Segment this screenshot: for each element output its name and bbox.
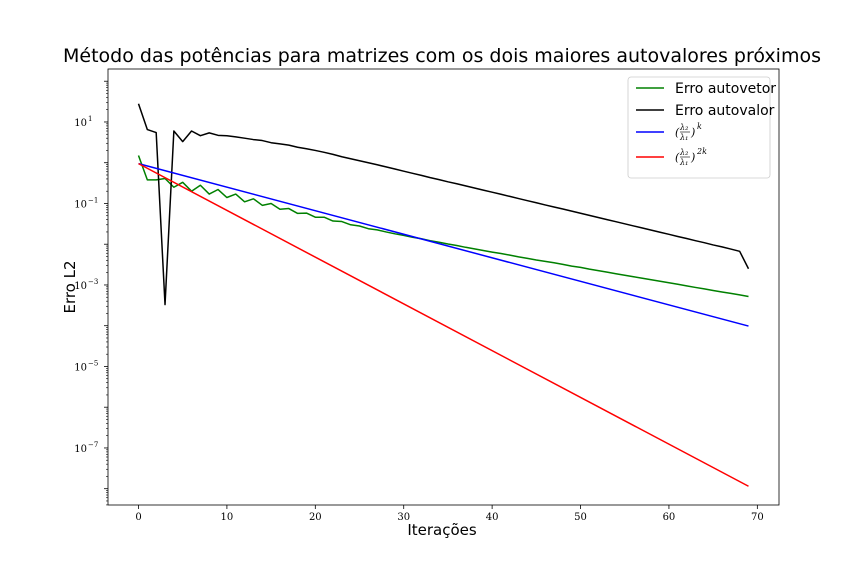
x-tick-label: 40 [486, 512, 499, 523]
y-tick-label: 10 [74, 199, 87, 210]
x-tick-label: 70 [751, 512, 764, 523]
legend-label-2: Erro autovalor [675, 103, 775, 119]
x-tick-label: 20 [309, 512, 322, 523]
legend-box [627, 76, 771, 179]
y-axis-label: Erro L2 [61, 260, 79, 313]
y-tick-exponent: −1 [88, 196, 98, 204]
y-tick-exponent: 1 [88, 115, 92, 123]
series-line-3 [138, 162, 749, 327]
y-tick-label: 10 [74, 362, 87, 373]
y-tick-label: 10 [74, 281, 87, 292]
svg-text:k: k [697, 122, 702, 131]
svg-text:): ) [690, 126, 695, 139]
svg-text:): ) [690, 151, 695, 164]
svg-text:λ₁: λ₁ [679, 133, 688, 142]
x-tick-label: 50 [574, 512, 587, 523]
x-axis-ticks: 0 10 20 30 40 50 60 70 [135, 505, 764, 523]
svg-text:(: ( [675, 151, 680, 164]
series-line-1 [137, 155, 749, 298]
x-tick-label: 30 [397, 512, 410, 523]
x-tick-label: 0 [135, 512, 141, 523]
svg-text:λ₁: λ₁ [679, 158, 688, 167]
y-tick-exponent: −3 [88, 278, 98, 286]
chart-title: Método das potências para matrizes com o… [63, 45, 821, 67]
svg-text:2k: 2k [696, 147, 707, 156]
legend-label-1: Erro autovetor [675, 81, 776, 97]
series-line-2 [137, 103, 750, 306]
x-tick-label: 60 [663, 512, 676, 523]
y-tick-label: 10 [74, 118, 87, 129]
y-tick-exponent: −5 [88, 359, 98, 367]
series-line-4 [138, 162, 749, 487]
svg-text:(: ( [675, 126, 680, 139]
y-tick-label: 10 [74, 444, 87, 455]
x-axis-label: Iterações [407, 521, 477, 539]
x-tick-label: 10 [221, 512, 234, 523]
series-layer [137, 103, 750, 487]
y-tick-exponent: −7 [88, 441, 98, 449]
svg-text:λ₂: λ₂ [679, 123, 688, 132]
svg-text:λ₂: λ₂ [679, 148, 688, 157]
